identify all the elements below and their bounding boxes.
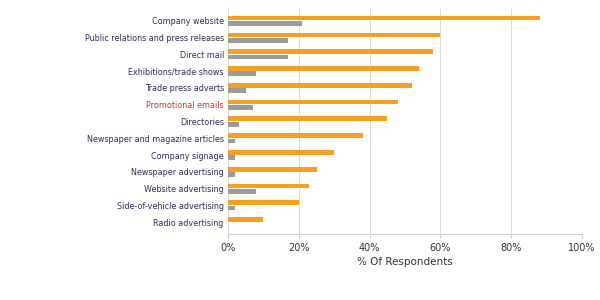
Bar: [228, 150, 334, 155]
Bar: [228, 16, 539, 20]
Bar: [228, 83, 412, 88]
Bar: [228, 38, 288, 43]
X-axis label: % Of Respondents: % Of Respondents: [357, 257, 453, 267]
Bar: [228, 66, 419, 71]
Bar: [228, 122, 239, 127]
Bar: [228, 21, 302, 26]
Bar: [228, 32, 440, 37]
Bar: [228, 189, 256, 194]
Bar: [228, 217, 263, 222]
Bar: [228, 116, 388, 121]
Bar: [228, 184, 310, 188]
Bar: [228, 49, 433, 54]
Bar: [228, 200, 299, 205]
Bar: [228, 172, 235, 177]
Bar: [228, 139, 235, 143]
Bar: [228, 206, 235, 211]
Bar: [228, 105, 253, 110]
Bar: [228, 133, 362, 138]
Bar: [228, 155, 235, 160]
Bar: [228, 88, 246, 93]
Bar: [228, 55, 288, 59]
Bar: [228, 167, 317, 172]
Bar: [228, 100, 398, 104]
Bar: [228, 71, 256, 76]
